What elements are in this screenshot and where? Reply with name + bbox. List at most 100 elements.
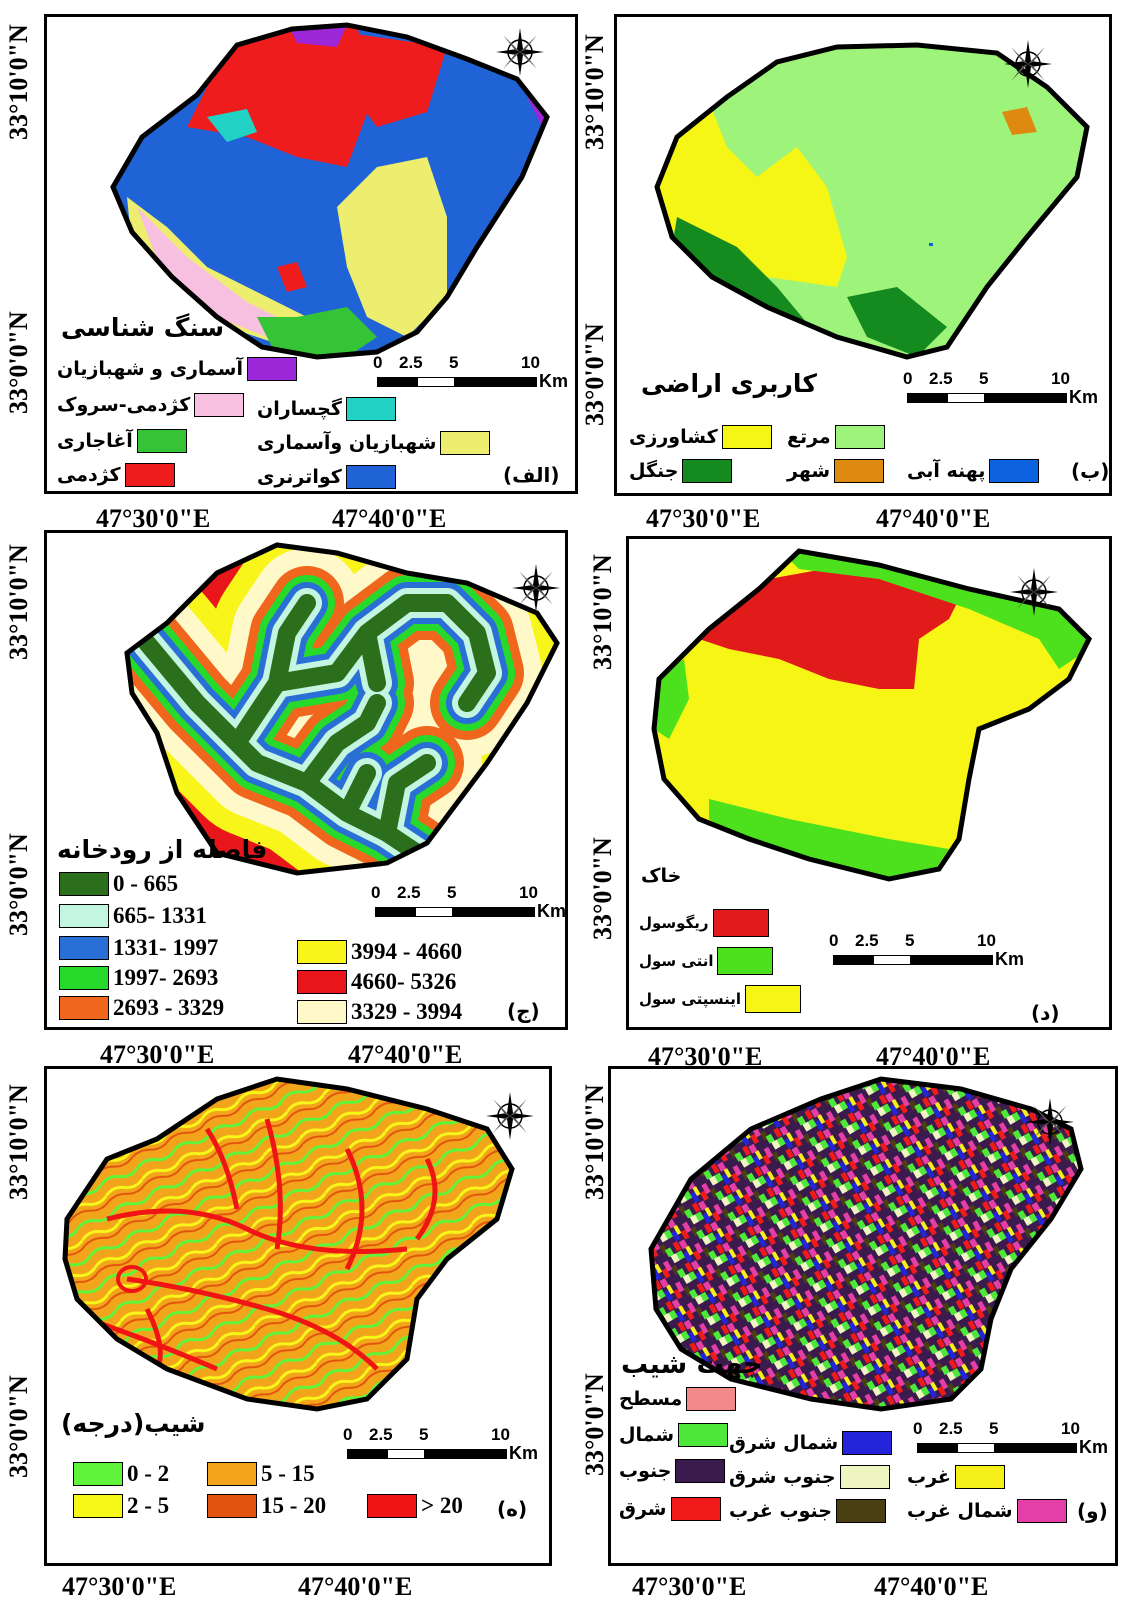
lat-label: 33°10'0"N	[4, 1084, 33, 1200]
scale-bar: 0 2.5 5 10 Km	[373, 353, 569, 391]
legend-item: 1331- 1997	[59, 935, 218, 961]
legend-item: کواترنری	[257, 465, 396, 489]
lon-label: 47°40'0"E	[332, 504, 447, 533]
legend-item: مرتع	[787, 425, 885, 449]
legend-item: آسماری و شهبازیان	[57, 357, 298, 381]
panel-slope: شیب(درجه) 0 2.5 5 10 Km 0 - 2 5 - 15 2 - 5 …	[44, 1066, 552, 1566]
north-arrow-icon	[1003, 39, 1053, 89]
landuse-water-area	[929, 243, 933, 246]
legend-item: جنوب	[619, 1459, 726, 1483]
lat-label: 33°10'0"N	[4, 544, 33, 660]
north-arrow-icon	[485, 1091, 535, 1141]
soil-entisol-area-2	[654, 659, 689, 739]
panel-aspect: جهت شیب 0 2.5 5 10 Km مسطح شمال شمال شرق جن…	[608, 1066, 1118, 1566]
legend-item: 0 - 665	[59, 871, 178, 897]
aspect-map	[648, 1076, 1084, 1412]
lon-label: 47°40'0"E	[298, 1572, 413, 1601]
river-distance-title: فاصله از رودخانه	[57, 835, 268, 864]
legend-item: 3994 - 4660	[297, 939, 462, 965]
legend-item: شمال	[619, 1423, 729, 1447]
lithology-kazhdumi-area-3	[277, 262, 307, 292]
panel-tag: (ج)	[507, 999, 540, 1023]
legend-item: 665- 1331	[59, 903, 207, 929]
scale-bar: 0 2.5 5 10 Km	[371, 883, 567, 921]
panel-river-distance: فاصله از رودخانه 0 2.5 5 10 Km 0 - 665 665-…	[44, 530, 568, 1030]
legend-item: آغاجاری	[57, 429, 187, 453]
panel-tag: (د)	[1031, 1001, 1060, 1025]
lat-label: 33°0'0"N	[580, 1373, 609, 1476]
legend-item: 2693 - 3329	[59, 995, 224, 1021]
lithology-title: سنگ شناسی	[61, 313, 225, 342]
lithology-shahbazian-area	[337, 157, 447, 337]
lon-label: 47°30'0"E	[96, 504, 211, 533]
legend-item: مسطح	[619, 1387, 737, 1411]
scale-bar: 0 2.5 5 10 Km	[913, 1419, 1109, 1457]
soil-title: خاک	[641, 865, 682, 887]
lat-label: 33°10'0"N	[588, 554, 617, 670]
scale-bar: 0 2.5 5 10 Km	[903, 369, 1099, 407]
watershed-boundary	[110, 22, 550, 360]
panel-tag: (و)	[1077, 1499, 1108, 1523]
watershed-boundary	[124, 542, 560, 876]
legend-item: شرق	[619, 1497, 721, 1521]
watershed-boundary	[651, 548, 1093, 882]
legend-item: 2 - 5	[73, 1493, 169, 1519]
panel-soil: خاک ریگوسول انتی سول اینسپتی سول 0 2.5 5 10…	[626, 536, 1112, 1030]
legend-item: گچساران	[257, 397, 396, 421]
lat-label: 33°10'0"N	[580, 1084, 609, 1200]
legend-item: اینسپتی سول	[639, 985, 801, 1013]
legend-item: 1997- 2693	[59, 965, 218, 991]
legend-item: غرب	[907, 1465, 1005, 1489]
slope-map	[62, 1076, 515, 1412]
lat-label: 33°10'0"N	[4, 24, 33, 140]
lon-label: 47°40'0"E	[876, 504, 991, 533]
legend-item: 0 - 2	[73, 1461, 169, 1487]
lithology-kazhdumi-area-2	[307, 27, 447, 127]
legend-item: جنوب غرب	[729, 1499, 886, 1523]
legend-item: ریگوسول	[639, 909, 769, 937]
north-arrow-icon	[1025, 1097, 1075, 1147]
lithology-kazhdumi-sarvak-area	[137, 207, 277, 337]
legend-item: شمال شرق	[729, 1431, 893, 1455]
legend-item: شهبازیان وآسماری	[257, 431, 491, 455]
legend-item: شمال غرب	[907, 1499, 1067, 1523]
lon-label: 47°30'0"E	[100, 1040, 215, 1069]
panel-tag: (الف)	[503, 463, 560, 487]
lon-label: 47°40'0"E	[348, 1040, 463, 1069]
lat-label: 33°0'0"N	[4, 1375, 33, 1478]
watershed-boundary	[654, 42, 1090, 360]
landuse-city-area	[1002, 107, 1037, 135]
north-arrow-icon	[1009, 567, 1059, 617]
soil-map	[651, 548, 1093, 882]
watershed-boundary	[62, 1076, 515, 1412]
legend-item: شهر	[787, 459, 885, 483]
lat-label: 33°0'0"N	[580, 323, 609, 426]
legend-item: 5 - 15	[207, 1461, 315, 1487]
lon-label: 47°30'0"E	[646, 504, 761, 533]
legend-item: کژدمی-سروک	[57, 393, 245, 417]
lithology-gachsaran-area	[207, 109, 257, 142]
landuse-title: کاربری اراضی	[641, 369, 817, 398]
legend-item: 4660- 5326	[297, 969, 456, 995]
lon-label: 47°30'0"E	[632, 1572, 747, 1601]
watershed-boundary	[648, 1076, 1084, 1412]
landuse-forest-area-2	[847, 287, 947, 357]
legend-item: پهنه آبی	[907, 459, 1040, 483]
panel-landuse: کاربری اراضی 0 2.5 5 10 Km کشاورزی مرتع جنگ…	[614, 14, 1112, 496]
distance-0-665-band	[138, 594, 496, 862]
lat-label: 33°0'0"N	[588, 837, 617, 940]
landuse-map	[654, 42, 1090, 360]
lat-label: 33°0'0"N	[4, 311, 33, 414]
lithology-map	[110, 22, 550, 360]
lon-label: 47°40'0"E	[874, 1572, 989, 1601]
slope-title: شیب(درجه)	[61, 1409, 206, 1438]
legend-item: انتی سول	[639, 947, 774, 975]
aspect-title: جهت شیب	[621, 1349, 763, 1380]
north-arrow-icon	[511, 563, 561, 613]
panel-tag: (ب)	[1071, 459, 1110, 483]
lon-label: 47°30'0"E	[62, 1572, 177, 1601]
legend-item: کشاورزی	[629, 425, 772, 449]
soil-entisol-area-3	[709, 799, 949, 879]
lithology-aghajari-area	[257, 307, 377, 357]
legend-item: جنوب شرق	[729, 1465, 890, 1489]
